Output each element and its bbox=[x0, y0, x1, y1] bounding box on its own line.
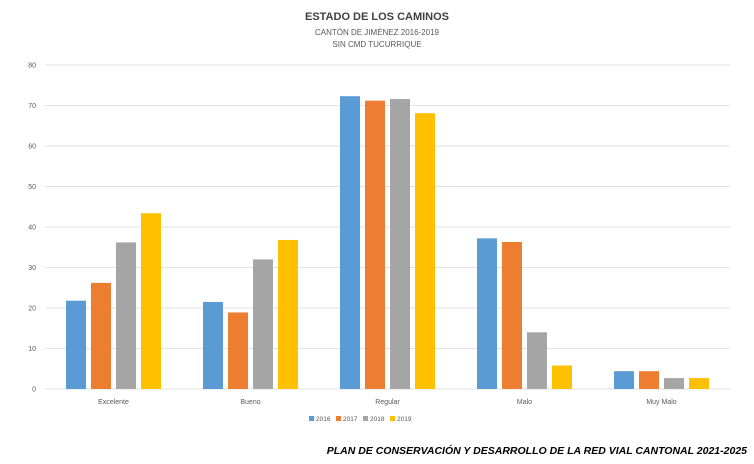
legend-label: 2017 bbox=[343, 416, 358, 423]
legend-label: 2019 bbox=[397, 416, 412, 423]
legend-swatch-2017 bbox=[336, 416, 341, 421]
bar-muy-malo-2016 bbox=[614, 371, 634, 389]
x-axis-categories: Excelente Bueno Regular Malo Muy Malo bbox=[98, 399, 677, 406]
y-tick-label: 50 bbox=[28, 184, 36, 191]
legend-label: 2016 bbox=[316, 416, 331, 423]
legend-label: 2018 bbox=[370, 416, 385, 423]
bar-bueno-2017 bbox=[228, 312, 248, 389]
y-tick-label: 60 bbox=[28, 144, 36, 151]
legend-swatch-2019 bbox=[390, 416, 395, 421]
bar-bueno-2018 bbox=[253, 259, 273, 389]
bar-regular-2017 bbox=[365, 100, 385, 389]
bar-muy-malo-2018 bbox=[664, 378, 684, 389]
y-tick-label: 10 bbox=[28, 346, 36, 353]
y-tick-label: 0 bbox=[32, 387, 36, 394]
bar-bueno-2019 bbox=[278, 239, 298, 389]
legend: 2016 2017 2018 2019 bbox=[309, 416, 412, 423]
legend-swatch-2018 bbox=[363, 416, 368, 421]
x-category-label: Bueno bbox=[240, 399, 260, 406]
bar-excelente-2019 bbox=[141, 213, 161, 389]
y-tick-label: 70 bbox=[28, 103, 36, 110]
bar-muy-malo-2019 bbox=[689, 378, 709, 389]
bar-regular-2019 bbox=[415, 113, 435, 389]
bar-regular-2016 bbox=[340, 96, 360, 389]
y-tick-label: 30 bbox=[28, 265, 36, 272]
y-axis-ticks: 0 10 20 30 40 50 60 70 80 bbox=[28, 63, 36, 394]
bar-malo-2016 bbox=[477, 238, 497, 389]
x-category-label: Muy Malo bbox=[646, 399, 676, 406]
x-category-label: Excelente bbox=[98, 399, 129, 406]
bar-malo-2019 bbox=[552, 365, 572, 389]
bar-excelente-2017 bbox=[91, 282, 111, 389]
x-category-label: Malo bbox=[517, 399, 532, 406]
bar-malo-2018 bbox=[527, 332, 547, 389]
chart-subtitle-line-1: CANTÓN DE JIMÉNEZ 2016-2019 bbox=[315, 28, 440, 37]
bar-muy-malo-2017 bbox=[639, 371, 659, 389]
footer-plan-title: PLAN DE CONSERVACIÓN Y DESARROLLO DE LA … bbox=[327, 444, 747, 457]
chart-subtitle-line-2: SIN CMD TUCURRIQUE bbox=[332, 40, 421, 49]
bar-malo-2017 bbox=[502, 241, 522, 389]
legend-swatch-2016 bbox=[309, 416, 314, 421]
y-tick-label: 20 bbox=[28, 306, 36, 313]
x-category-label: Regular bbox=[375, 399, 400, 406]
bar-regular-2018 bbox=[390, 99, 410, 390]
chart-title: ESTADO DE LOS CAMINOS bbox=[305, 11, 449, 23]
bar-excelente-2018 bbox=[116, 242, 136, 389]
bars bbox=[66, 96, 709, 390]
y-tick-label: 40 bbox=[28, 225, 36, 232]
bar-bueno-2016 bbox=[203, 301, 223, 389]
y-tick-label: 80 bbox=[28, 63, 36, 70]
bar-excelente-2016 bbox=[66, 300, 86, 389]
